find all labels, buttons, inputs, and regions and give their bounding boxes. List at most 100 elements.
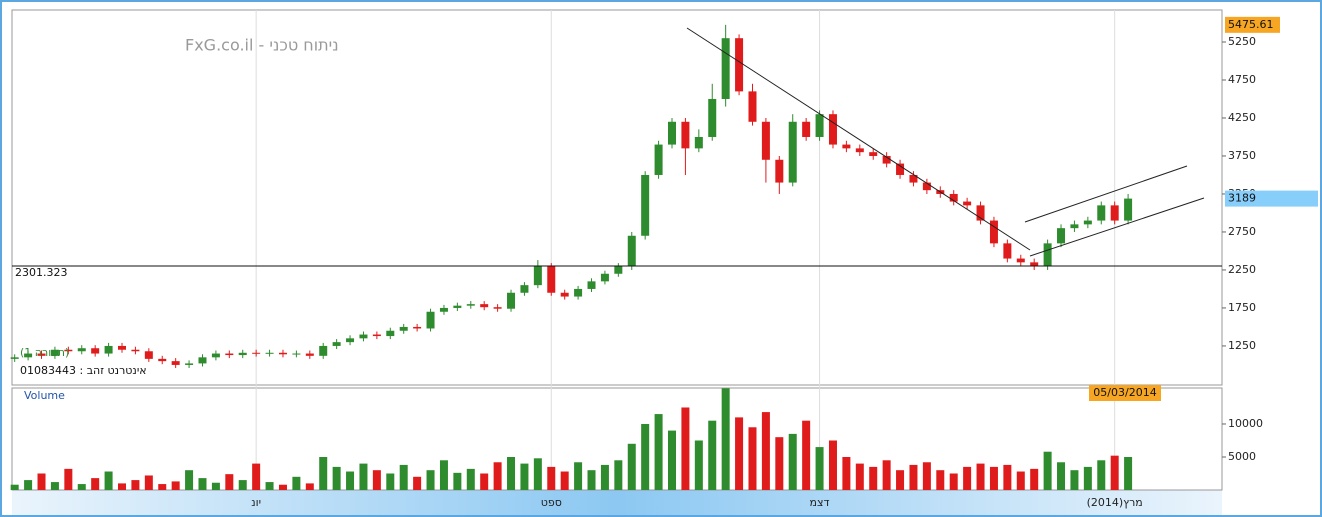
candle-body [1083, 220, 1092, 225]
candle-body [399, 326, 408, 331]
candle-body [426, 311, 435, 329]
candle-body [265, 352, 274, 354]
grid [255, 10, 1116, 490]
y-tick-label: 5000 [1228, 450, 1256, 463]
volume-bar [815, 447, 824, 490]
candle-body [788, 121, 797, 183]
volume-bar [64, 468, 73, 490]
volume-bar [305, 483, 314, 490]
candle-body [372, 334, 381, 337]
candle-body [1110, 205, 1119, 221]
candle-body [1070, 224, 1079, 229]
volume-bar [869, 466, 878, 490]
volume-bar [24, 480, 33, 490]
candle-body [976, 205, 985, 221]
volume-bar [560, 471, 569, 490]
volume-bar [91, 478, 100, 490]
volume-bar [1124, 456, 1133, 490]
volume-bar [104, 471, 113, 490]
candle-body [10, 357, 19, 359]
y-tick-label: 10000 [1228, 417, 1263, 430]
volume-bar [587, 470, 596, 490]
candle-body [574, 288, 583, 297]
candle-body [641, 174, 650, 236]
candle-body [24, 353, 33, 358]
candle-body [560, 292, 569, 297]
candle-body [909, 174, 918, 183]
volume-bar [922, 462, 931, 490]
candle-body [453, 305, 462, 308]
candle-body [520, 285, 529, 293]
volume-bar [533, 458, 542, 490]
reference-label: 2301.323 [15, 266, 68, 279]
candle-body [668, 121, 676, 145]
volume-bar [1003, 464, 1012, 490]
x-axis-strip [12, 490, 1222, 515]
volume-bar [439, 460, 448, 490]
volume-bar [372, 470, 381, 490]
x-tick-label: ספט [541, 496, 562, 509]
volume-bar [641, 423, 650, 490]
volume-bar [936, 470, 945, 490]
candle-body [1097, 205, 1106, 221]
candle-body [238, 352, 247, 356]
candle-body [882, 155, 891, 164]
volume-bar [681, 407, 690, 490]
y-tick-label: 3750 [1228, 149, 1256, 162]
candle-body [225, 353, 234, 356]
x-tick-label: דצמ [810, 496, 830, 509]
candle-body [305, 353, 314, 356]
volume-bar [413, 476, 422, 490]
volume-bar [118, 483, 126, 490]
candle-body [761, 121, 770, 160]
candle-body [627, 235, 636, 267]
candle-body [842, 144, 851, 149]
cursor-date: 05/03/2014 [1093, 386, 1156, 399]
candle-body [989, 220, 998, 244]
volume-bar [453, 472, 462, 490]
candle-body [1016, 258, 1025, 263]
candle-body [211, 353, 220, 358]
candle-body [144, 351, 153, 359]
max-price-label: 5475.61 [1228, 18, 1274, 31]
volume-bar [1057, 462, 1066, 490]
candle-body [1124, 198, 1133, 221]
candle-body [439, 307, 448, 312]
volume-bar [708, 420, 717, 490]
y-tick-label: 4250 [1228, 111, 1256, 124]
candle-body [681, 121, 690, 149]
volume-bar [426, 470, 435, 490]
volume-bar [520, 463, 529, 490]
candle-body [118, 345, 126, 350]
candle-body [775, 159, 784, 183]
candle-body [91, 348, 100, 354]
volume-bar [198, 478, 207, 490]
volume-bar [654, 414, 663, 490]
cursor-date-box [1089, 385, 1161, 401]
candle-body [493, 307, 502, 309]
candle-body [949, 193, 958, 202]
marks [10, 24, 1133, 490]
channel-upper [1024, 165, 1188, 223]
volume-bar [37, 473, 46, 490]
volume-bar [185, 470, 194, 490]
volume-bar [882, 460, 891, 490]
candle-body [869, 152, 878, 156]
last-price-box [1225, 190, 1318, 207]
candle-body [708, 98, 717, 137]
volume-bar [211, 482, 220, 490]
volume-bar [480, 473, 489, 490]
y-tick-label: 4750 [1228, 73, 1256, 86]
trend-line [686, 27, 1031, 251]
volume-bar [574, 462, 583, 490]
last-price-label: 3189 [1228, 192, 1256, 205]
volume-bar [788, 433, 797, 490]
volume-bar [828, 440, 837, 490]
y-tick-label: 5250 [1228, 35, 1256, 48]
y-tick-label: 1750 [1228, 301, 1256, 314]
volume-bar [775, 437, 784, 490]
volume-bar [1097, 460, 1106, 490]
volume-bar [292, 476, 301, 490]
volume-bar [721, 388, 730, 490]
